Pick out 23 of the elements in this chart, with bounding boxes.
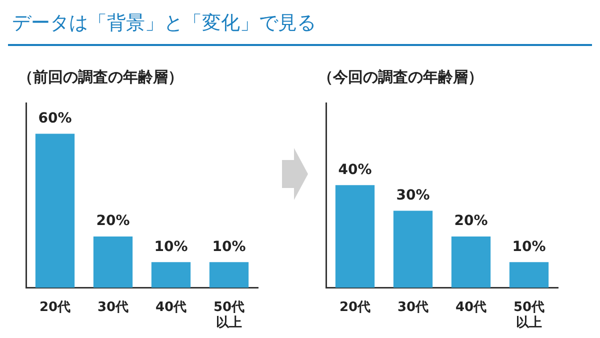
bar bbox=[393, 210, 433, 288]
data-label: 20% bbox=[96, 213, 130, 230]
x-tick-label: 50代以上 bbox=[213, 300, 245, 331]
data-label: 10% bbox=[212, 238, 246, 255]
x-tick-label: 30代 bbox=[97, 300, 129, 315]
bar bbox=[509, 262, 549, 288]
data-label: 60% bbox=[38, 110, 72, 126]
x-tick-label: 40代 bbox=[155, 300, 187, 315]
x-tick-label: 20代 bbox=[339, 300, 371, 315]
data-label: 10% bbox=[512, 238, 546, 255]
data-label: 40% bbox=[338, 162, 372, 178]
x-tick-label: 30代 bbox=[397, 300, 429, 315]
x-tick-label: 50代以上 bbox=[513, 300, 545, 331]
x-tick-label: 20代 bbox=[39, 300, 71, 315]
chart-title: （今回の調査の年齢層） bbox=[318, 68, 484, 87]
bar bbox=[335, 185, 375, 288]
text: データは「背景」と「変化」で見る bbox=[12, 11, 316, 36]
x-tick-label: 40代 bbox=[455, 300, 487, 315]
bar bbox=[451, 236, 491, 288]
chart-title: （前回の調査の年齢層） bbox=[18, 68, 184, 87]
data-label: 30% bbox=[396, 187, 430, 204]
data-label: 20% bbox=[454, 213, 488, 230]
data-label: 10% bbox=[154, 238, 188, 255]
